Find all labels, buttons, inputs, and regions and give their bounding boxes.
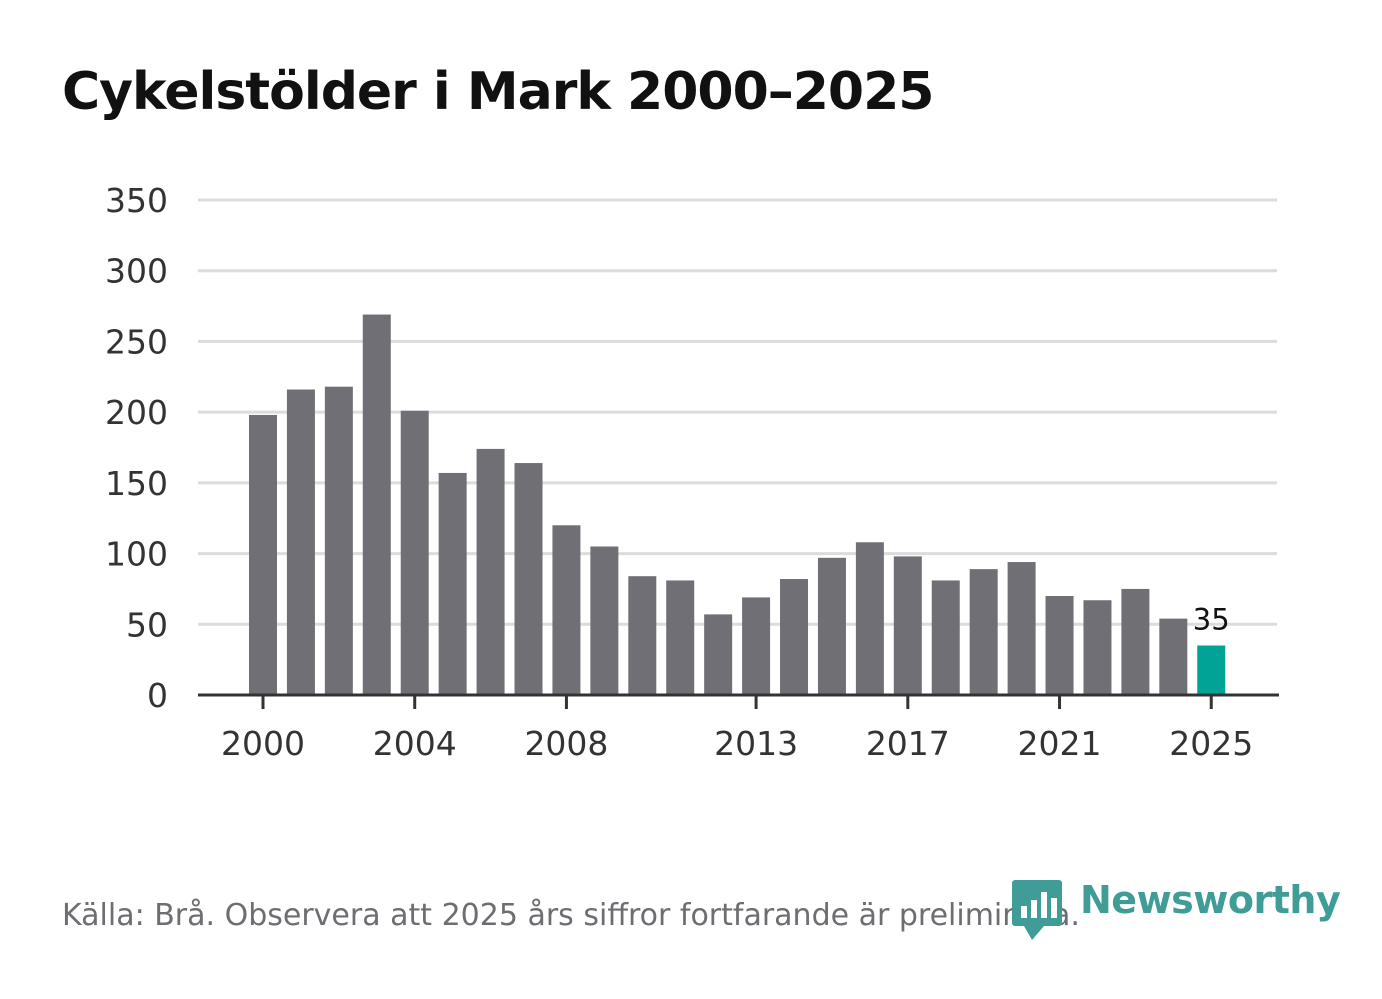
x-tick-label-2004: 2004 xyxy=(373,724,457,763)
bar-2016 xyxy=(855,542,884,695)
y-tick-label-250: 250 xyxy=(105,322,168,361)
bar-2024 xyxy=(1159,618,1188,695)
bar-2003 xyxy=(362,314,391,695)
data-label-2025: 35 xyxy=(1193,603,1230,637)
y-tick-label-50: 50 xyxy=(126,605,168,644)
bars xyxy=(249,314,1226,695)
bar-2017 xyxy=(893,556,922,695)
y-tick-label-200: 200 xyxy=(105,393,168,432)
chart-title: Cykelstölder i Mark 2000–2025 xyxy=(62,62,934,122)
x-axis: 2000 2004 2008 2013 2017 2021 2025 xyxy=(198,693,1279,763)
bar-2014 xyxy=(780,579,809,695)
bar-2000 xyxy=(249,414,277,695)
bar-2001 xyxy=(286,389,315,695)
bar-2018 xyxy=(931,580,960,695)
x-tick-label-2017: 2017 xyxy=(866,724,950,763)
bar-2013 xyxy=(742,597,771,695)
bar-2023 xyxy=(1121,588,1150,695)
newsworthy-brand[interactable]: Newsworthy xyxy=(1010,872,1341,942)
newsworthy-logo-icon xyxy=(1012,880,1062,940)
y-tick-label-300: 300 xyxy=(105,252,168,291)
bar-2008 xyxy=(552,525,581,695)
bar-2019 xyxy=(969,569,998,695)
x-tick-label-2000: 2000 xyxy=(221,724,305,763)
y-tick-label-350: 350 xyxy=(105,181,168,220)
data-labels: 35 xyxy=(1193,603,1230,637)
bar-2011 xyxy=(666,580,695,695)
bar-2012 xyxy=(704,614,733,695)
bar-2002 xyxy=(324,386,353,695)
bar-2015 xyxy=(817,557,846,695)
bar-2004 xyxy=(400,410,429,695)
x-tick-label-2013: 2013 xyxy=(714,724,798,763)
brand-name: Newsworthy xyxy=(1080,878,1341,922)
y-tick-label-0: 0 xyxy=(147,676,168,715)
bar-2022 xyxy=(1083,600,1112,695)
source-note: Källa: Brå. Observera att 2025 års siffr… xyxy=(62,898,1080,933)
bar-2009 xyxy=(590,546,619,695)
y-tick-label-150: 150 xyxy=(105,464,168,503)
bar-2006 xyxy=(476,448,505,695)
x-tick-label-2021: 2021 xyxy=(1018,724,1102,763)
x-tick-label-2008: 2008 xyxy=(524,724,608,763)
x-tick-label-2025: 2025 xyxy=(1169,724,1253,763)
bar-2007 xyxy=(514,463,543,695)
bar-2010 xyxy=(628,576,657,695)
bar-2025 xyxy=(1197,645,1226,695)
gridlines xyxy=(198,198,1277,626)
bar-2021 xyxy=(1045,596,1074,695)
y-tick-label-100: 100 xyxy=(105,535,168,574)
y-axis-ticks: 0 50 100 150 200 250 300 350 xyxy=(105,181,168,715)
bar-2005 xyxy=(438,472,467,695)
bar-2020 xyxy=(1007,562,1036,695)
